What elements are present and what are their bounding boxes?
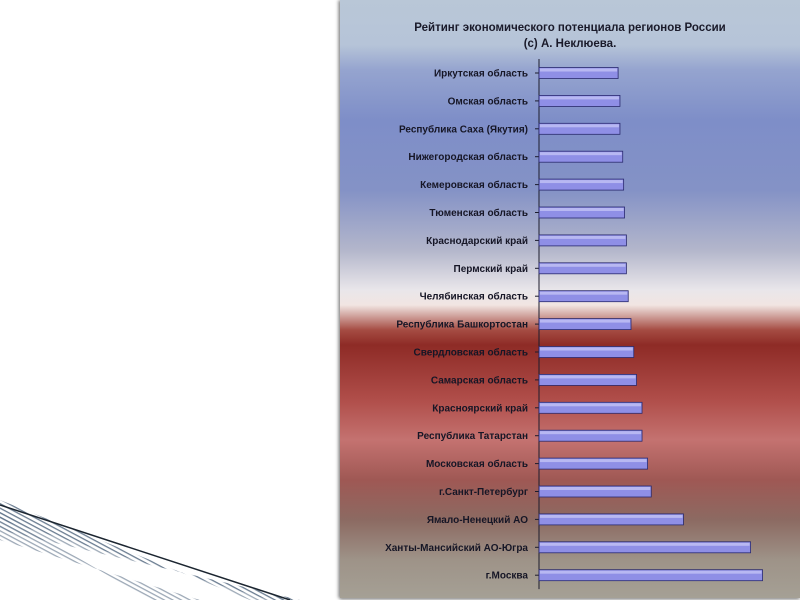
category-label: Республика Башкортостан [396, 319, 528, 331]
bar [538, 150, 624, 163]
bar-highlight [540, 319, 630, 323]
chart-title-block: Рейтинг экономического потенциала регион… [340, 20, 800, 52]
category-label: Самарская область [431, 374, 528, 386]
bar [538, 513, 684, 526]
bar-highlight [540, 208, 624, 211]
bar-highlight [540, 68, 618, 72]
bar-highlight [540, 124, 619, 128]
bar-highlight [540, 514, 683, 518]
bar-highlight [540, 291, 628, 295]
chart-subtitle: (c) А. Неклюева. [523, 38, 617, 50]
bar-highlight [540, 459, 647, 463]
bar-highlight [540, 375, 636, 379]
category-label: Ямало-Ненецкий АО [427, 515, 528, 526]
bar-chart: Иркутская область Омская область Республик… [385, 59, 763, 590]
category-label: Краснодарский край [426, 236, 528, 247]
bar-highlight [540, 542, 750, 546]
bar-highlight [540, 152, 622, 156]
bar-highlight [540, 347, 633, 351]
bar-highlight [540, 96, 619, 100]
category-label: Ханты-Мансийский АО-Югра [385, 543, 528, 554]
bar [538, 457, 648, 470]
category-label: Московская область [426, 458, 528, 470]
bar [538, 569, 763, 582]
category-label: Челябинская область [420, 291, 528, 303]
bar [538, 206, 625, 219]
bar-highlight [540, 403, 642, 407]
bar [538, 178, 625, 191]
category-label: Красноярский край [432, 403, 528, 414]
bar-highlight [540, 487, 651, 490]
category-label: Республика Саха (Якутия) [399, 123, 528, 135]
bar [538, 234, 627, 247]
category-label: Нижегородская область [408, 151, 528, 163]
chart-title: Рейтинг экономического потенциала регион… [414, 22, 726, 34]
bar [538, 346, 635, 358]
bar [538, 290, 629, 303]
bar-highlight [540, 235, 626, 239]
bar [538, 95, 621, 107]
bar [538, 485, 652, 498]
chart-panel: Рейтинг экономического потенциала регион… [340, 0, 800, 598]
bar [538, 122, 621, 135]
category-label: Иркутская область [434, 68, 528, 80]
category-label: г.Москва [486, 571, 529, 582]
category-label: Пермский край [454, 264, 528, 275]
bar [538, 67, 619, 79]
bar [538, 373, 637, 386]
bar [538, 429, 643, 442]
bar-highlight [540, 263, 626, 267]
bar-highlight [540, 570, 762, 574]
category-label: Кемеровская область [420, 179, 528, 191]
category-label: г.Санкт-Петербург [439, 486, 528, 498]
category-label: Омская область [448, 95, 528, 107]
category-label: Тюменская область [429, 207, 528, 219]
category-label: Республика Татарстан [417, 430, 528, 442]
bar-highlight [540, 431, 642, 435]
bar [538, 318, 632, 331]
bar-highlight [540, 180, 623, 184]
bar [538, 541, 752, 554]
bar [538, 401, 643, 414]
bar [538, 262, 627, 275]
category-label: Свердловская область [413, 347, 528, 359]
